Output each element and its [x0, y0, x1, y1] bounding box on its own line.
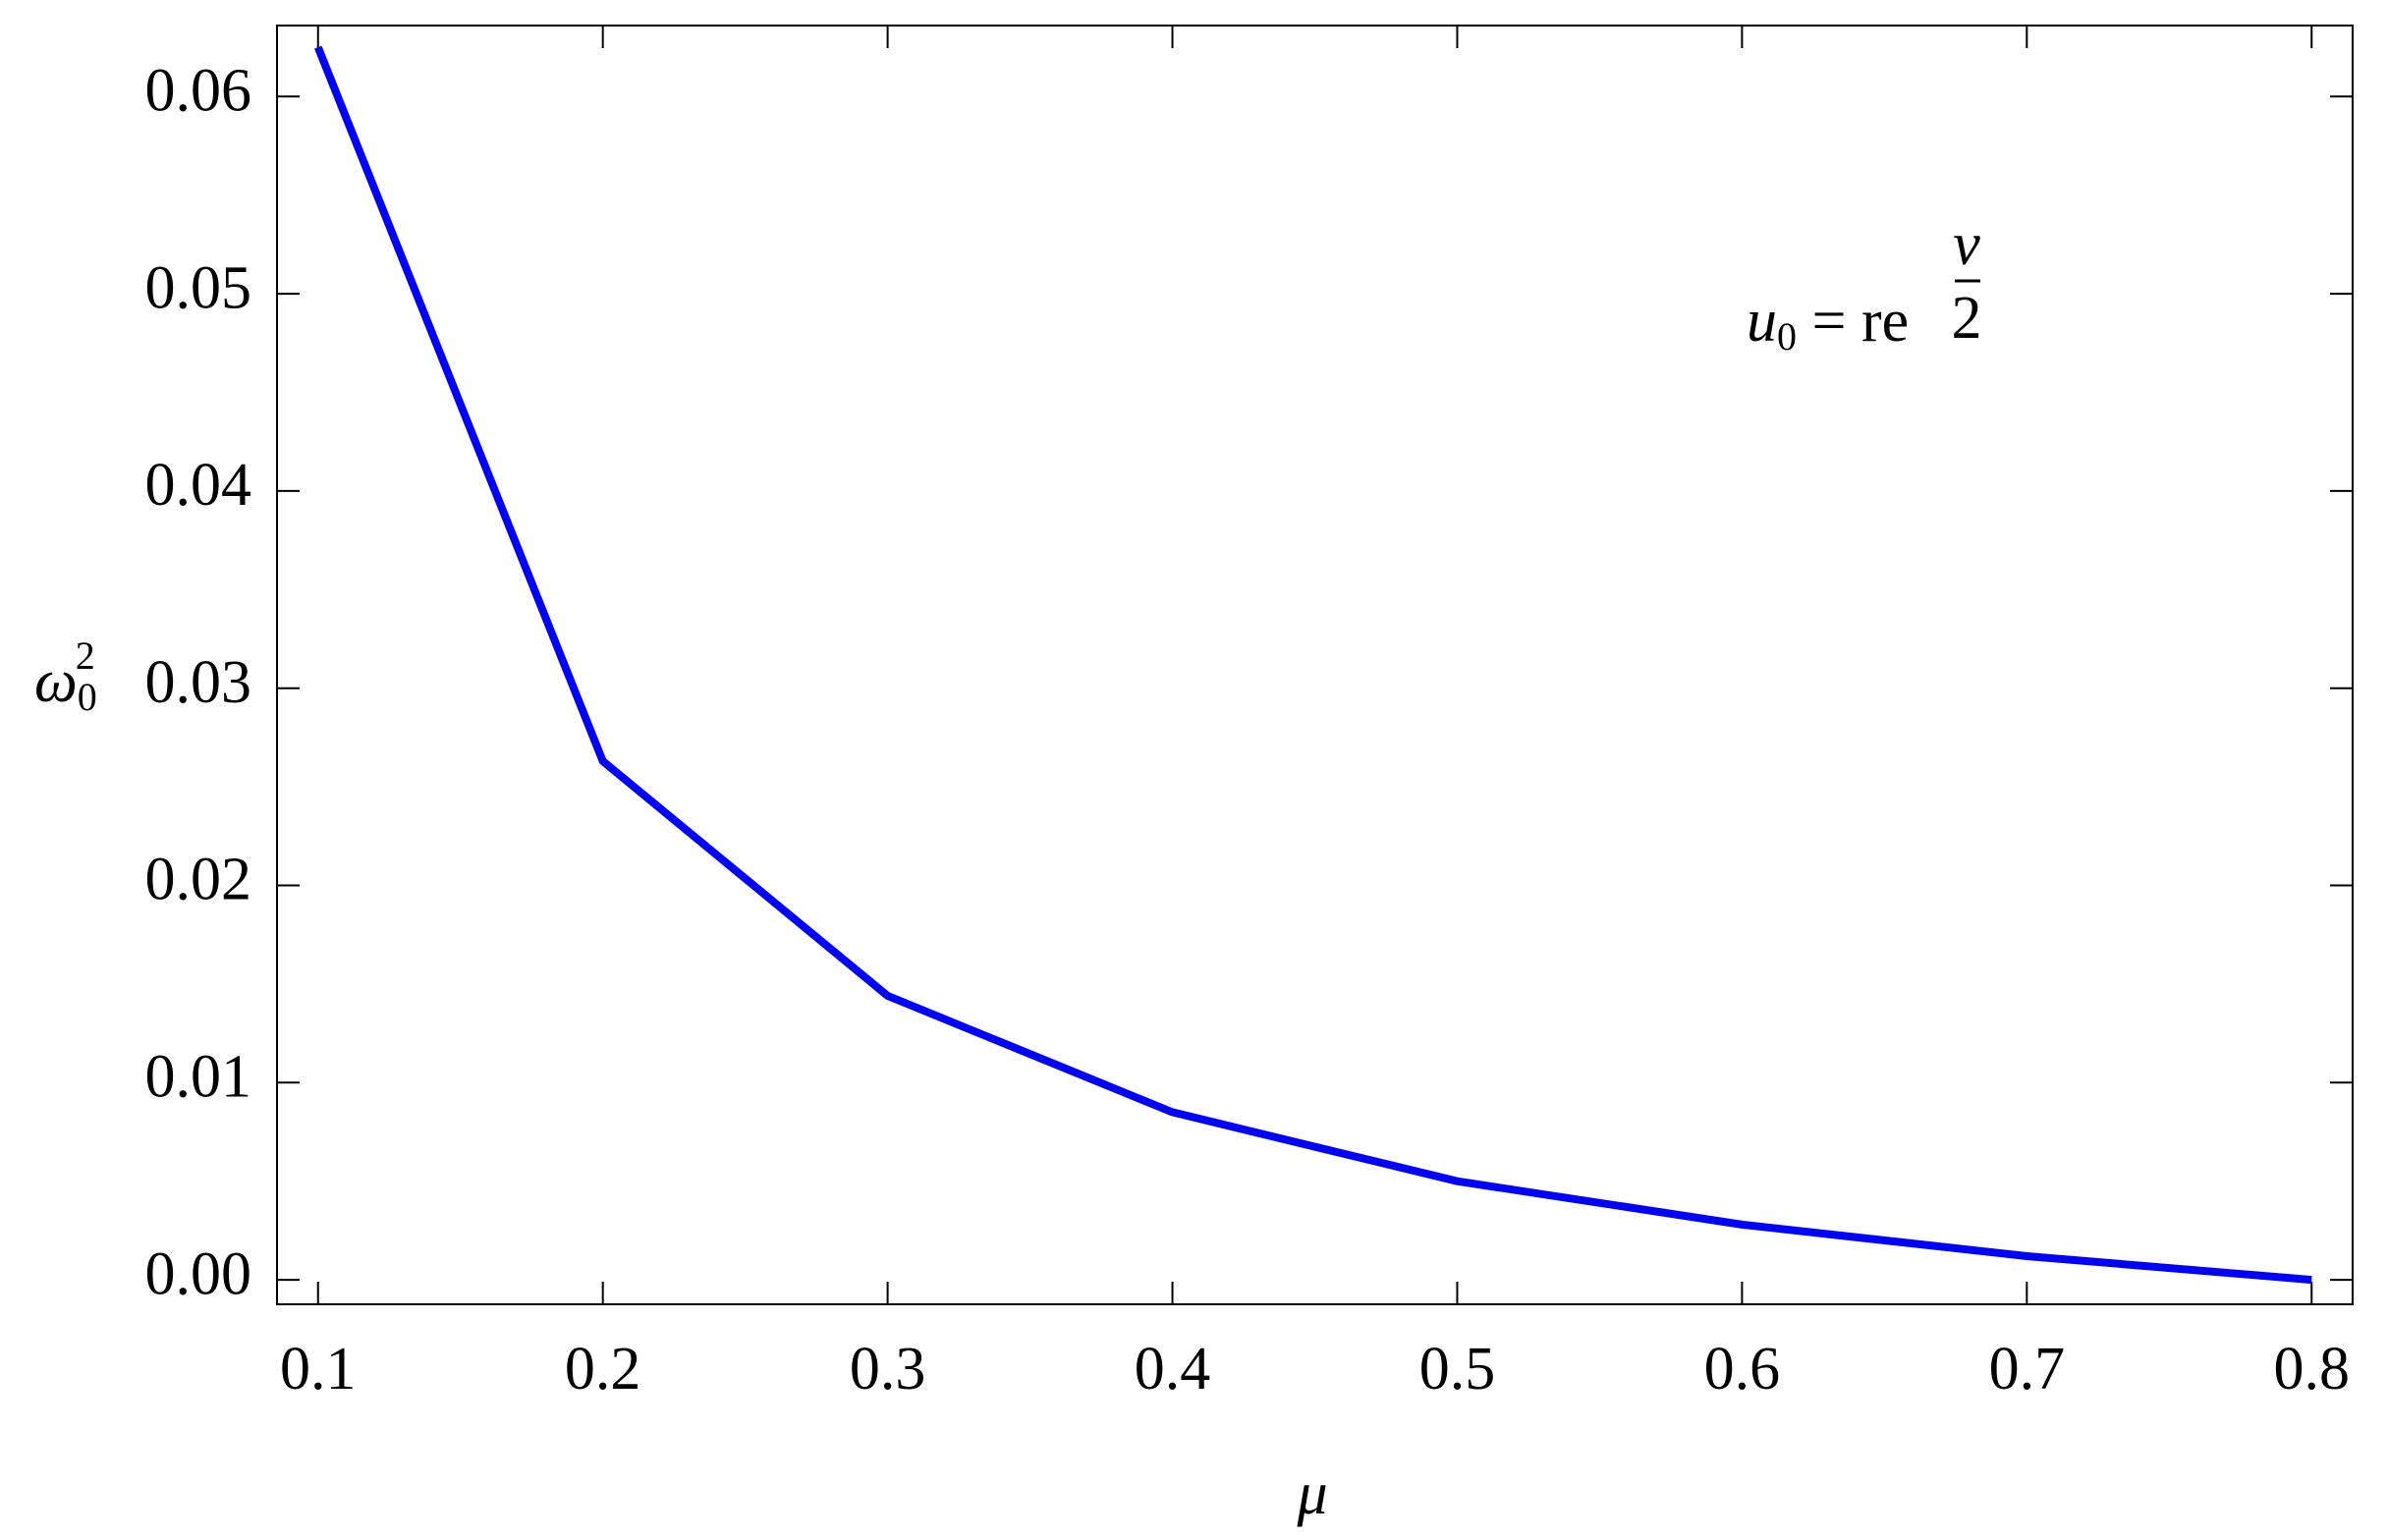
annotation-num: ν: [1953, 211, 1980, 278]
y-axis-label: ω02: [34, 633, 97, 719]
y-label-base: ω: [34, 648, 78, 715]
x-tick-label: 0.6: [1704, 1336, 1781, 1402]
y-tick-label: 0.02: [145, 847, 252, 913]
x-tick-label: 0.7: [1989, 1336, 2066, 1402]
y-tick-label: 0.00: [145, 1240, 252, 1307]
annotation-text: u0 = re: [1747, 288, 1909, 358]
x-tick-label: 0.5: [1419, 1336, 1496, 1402]
y-tick-label: 0.06: [145, 58, 252, 125]
y-tick-label: 0.05: [145, 254, 252, 321]
x-tick-label: 0.8: [2274, 1336, 2351, 1402]
y-label-sup: 2: [76, 633, 95, 678]
annotation-den: 2: [1952, 285, 1982, 352]
plot-frame: [276, 25, 2354, 1305]
data-line: [314, 45, 2312, 1285]
y-tick-label: 0.01: [145, 1044, 252, 1111]
annotation-sub: 0: [1777, 314, 1797, 358]
x-tick-label: 0.1: [280, 1336, 357, 1402]
x-tick-label: 0.4: [1135, 1336, 1211, 1402]
annotation: u0 = re ν 2: [1747, 211, 1982, 358]
y-label-sub: 0: [78, 675, 97, 719]
x-tick-label: 0.3: [850, 1336, 926, 1402]
x-tick-label: 0.2: [565, 1336, 641, 1402]
y-tick-label: 0.04: [145, 452, 252, 519]
annotation-rest: = re: [1797, 288, 1909, 355]
x-axis-label: μ: [1296, 1460, 1327, 1527]
y-tick-label: 0.03: [145, 649, 252, 716]
annotation-base: u: [1747, 288, 1777, 355]
